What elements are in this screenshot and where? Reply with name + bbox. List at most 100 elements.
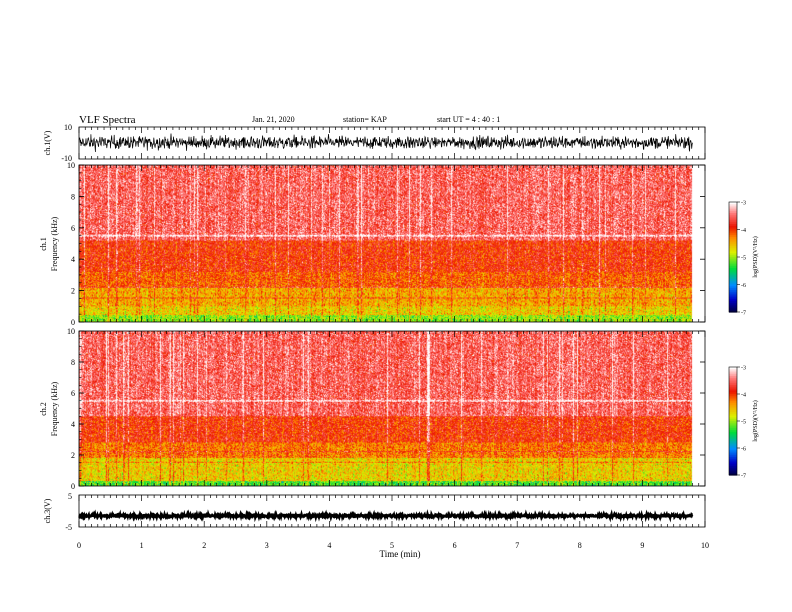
ytick-label: 6 [71,389,75,398]
colorbar-cell [729,401,737,404]
colorbar-cell [729,220,737,223]
ch1-spectrogram-panel: 0 2 4 6 8 10 ch.1 Frequency (kHz) -3 -4 -5 -6 -7 l… [39,161,759,327]
colorbar-cell [729,295,737,298]
colorbar-cell [729,422,737,426]
colorbar-tick-label: -7 [741,311,746,317]
colorbar-cell [729,417,737,420]
colorbar-tick-label: -7 [741,474,746,480]
ch1-spectrogram-image [79,165,705,322]
ytick-label: 10 [67,327,75,336]
ch2-colorbar: -3 -4 -5 -6 -7 log(PSD)(V²/Hz) [728,366,759,480]
colorbar-cell [729,367,737,370]
ytick-label: 4 [71,420,75,429]
colorbar-cell [729,437,737,440]
colorbar-cell [729,282,737,286]
colorbar-cell [729,435,737,438]
colorbar-cell [729,390,737,393]
ch3-waveform-ylabel: ch.3(V) [43,498,52,523]
ytick-label: 8 [71,358,75,367]
colorbar-cell [729,453,737,456]
colorbar-cell [729,415,737,418]
xtick-label: 4 [327,541,331,550]
colorbar-cell [729,205,737,209]
colorbar-cell [729,428,737,431]
colorbar-cell [729,439,737,442]
ch2-spectrogram-ylabel-channel: ch.2 [39,402,48,416]
xtick-label: 3 [265,541,269,550]
colorbar-cell [729,238,737,242]
colorbar-cell [729,397,737,400]
figure-title: VLF Spectra [79,114,136,126]
colorbar-cell [729,430,737,433]
colorbar-cell [729,457,737,460]
colorbar-cell [729,231,737,234]
ytick-label: 2 [71,287,75,296]
ch1-ytick-top: 10 [64,123,72,132]
colorbar-cell [729,260,737,264]
colorbar-cell [729,442,737,445]
colorbar-cell [729,404,737,408]
colorbar-cell [729,412,737,415]
ch3-ytick-top: 5 [68,492,72,501]
colorbar-cell [729,222,737,225]
colorbar-cell [729,290,737,293]
ch2-spectrogram-image [79,331,705,486]
colorbar-tick-label: -4 [741,228,746,234]
colorbar-cell [729,249,737,253]
colorbar-cell [729,224,737,227]
colorbar-cell [729,469,737,472]
colorbar-cell [729,262,737,265]
colorbar-cell [729,246,737,249]
ytick-label: 10 [67,161,75,170]
colorbar-tick-label: -6 [741,283,746,289]
ytick-label: 4 [71,255,75,264]
colorbar-cell [729,444,737,447]
waveform-line [78,133,693,153]
ytick-label: 2 [71,451,75,460]
colorbar-cell [729,376,737,379]
colorbar-cell [729,426,737,429]
colorbar-tick-label: -5 [741,256,746,262]
colorbar-cell [729,253,737,256]
ch2-spectrogram-ylabel-frequency: Frequency (kHz) [50,381,59,436]
colorbar-cell [729,279,737,282]
date-label: Jan. 21, 2020 [252,115,295,124]
colorbar-cell [729,372,737,375]
colorbar-cell [729,464,737,467]
xtick-label: 2 [202,541,206,550]
colorbar-cell [729,235,737,238]
colorbar-cell [729,399,737,402]
colorbar-cell [729,308,737,311]
colorbar-cell [729,413,737,417]
colorbar-tick-label: -3 [741,366,746,372]
colorbar-cell [729,213,737,216]
colorbar-cell [729,458,737,462]
colorbar-cell [729,455,737,458]
colorbar-cell [729,377,737,381]
colorbar-tick-label: -3 [741,201,746,207]
colorbar-cell [729,251,737,254]
station-label: station= KAP [343,115,387,124]
ch3-ytick-bottom: -5 [65,523,72,532]
colorbar-cell [729,291,737,295]
colorbar-cell [729,203,737,207]
colorbar-cell [729,202,737,205]
xtick-label: 6 [453,541,457,550]
time-axis-label: Time (min) [380,549,421,559]
colorbar-cell [729,242,737,245]
colorbar-cell [729,379,737,382]
colorbar-cell [729,471,737,474]
colorbar-cell [729,301,737,304]
xtick-label: 10 [701,541,709,550]
colorbar-cell [729,419,737,422]
colorbar-cell [729,449,737,453]
time-axis-ticks: 0 1 2 3 4 5 6 7 8 9 10 [77,541,709,550]
colorbar-cell [729,280,737,284]
waveform-line [78,509,694,523]
colorbar-cell [729,446,737,449]
colorbar-cell [729,247,737,251]
ch1-waveform-panel: 10 -10 ch.1(V) [43,123,706,163]
xtick-label: 8 [578,541,582,550]
colorbar-cell [729,406,737,409]
